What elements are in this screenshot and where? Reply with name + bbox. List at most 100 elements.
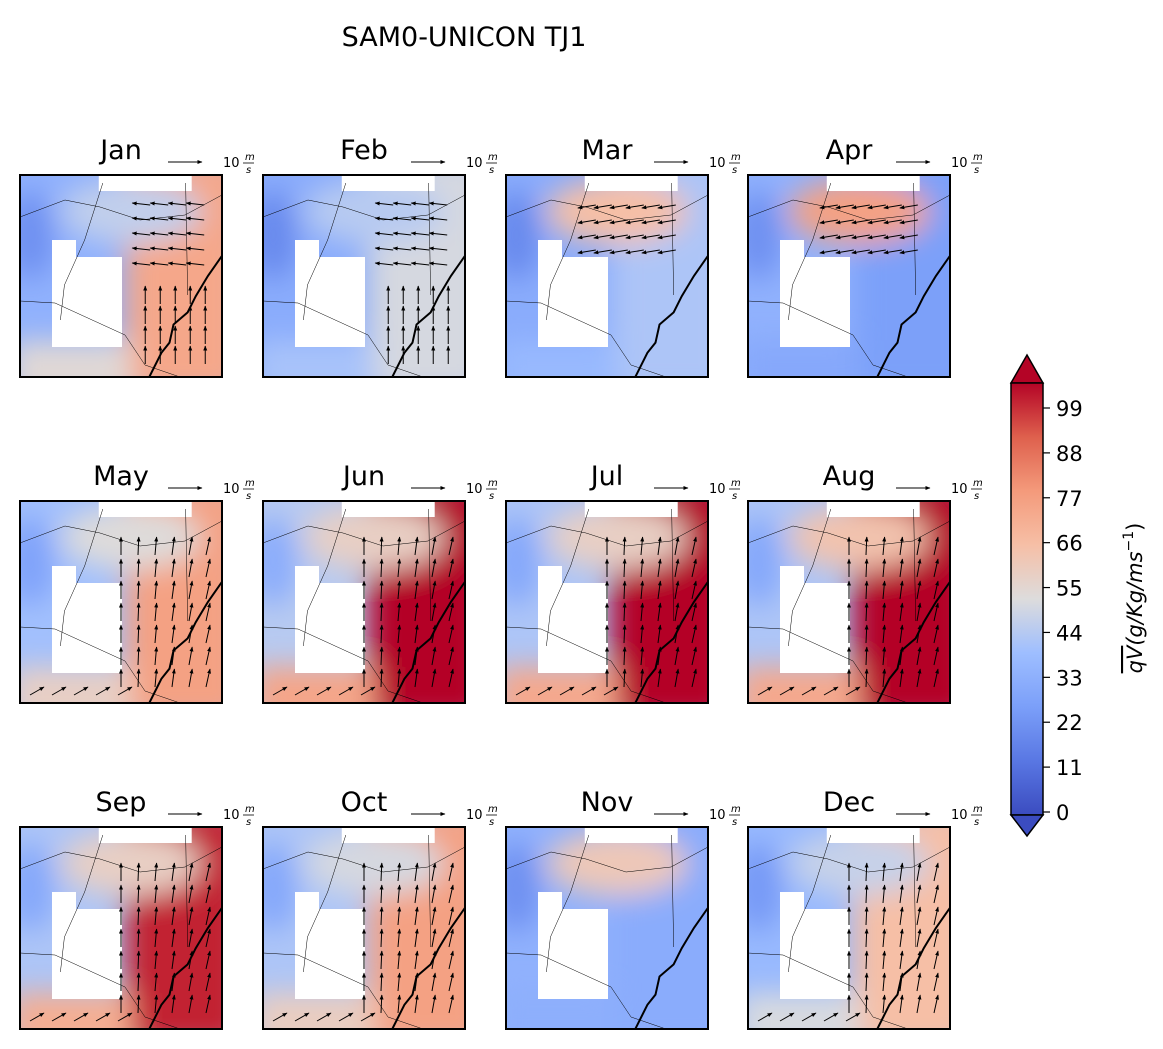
- field-west-cool: [748, 517, 783, 607]
- wind-arrow: [188, 906, 194, 926]
- reference-vector-label: 10: [223, 808, 240, 823]
- wind-arrow: [136, 862, 141, 882]
- wind-arrow: [414, 646, 419, 666]
- wind-arrow: [188, 646, 194, 666]
- wind-arrow: [185, 261, 205, 266]
- wind-arrow: [374, 231, 394, 236]
- wind-arrow: [431, 536, 437, 556]
- wind-arrow: [882, 580, 887, 600]
- field-west-cool: [20, 843, 55, 933]
- wind-arrow: [916, 602, 922, 622]
- colorbar-label: qV(g/Kg/ms−1): [1121, 523, 1147, 674]
- wind-arrow: [640, 668, 645, 688]
- wind-arrow: [131, 261, 151, 266]
- panel-frame: [19, 174, 223, 378]
- field-south-band: [263, 666, 375, 703]
- field-west-cool: [20, 191, 55, 281]
- panel-frame: [747, 500, 951, 704]
- reference-vector-label: 10: [466, 156, 483, 171]
- wind-arrow: [272, 1012, 288, 1022]
- wind-arrow: [188, 972, 194, 992]
- wind-arrow: [205, 994, 211, 1014]
- wind-arrow: [392, 261, 412, 266]
- wind-arrow: [185, 231, 205, 236]
- wind-arrow: [691, 536, 697, 556]
- mask-plateau: [538, 240, 608, 347]
- reference-vector-unit-den: s: [489, 817, 494, 828]
- wind-arrow: [657, 249, 676, 255]
- wind-arrow: [410, 201, 430, 206]
- wind-arrow: [171, 928, 176, 948]
- mask-top: [826, 827, 920, 843]
- wind-arrow: [933, 602, 939, 622]
- wind-arrow: [431, 950, 437, 970]
- mask-plateau: [780, 240, 850, 347]
- wind-vectors: [757, 862, 939, 1022]
- wind-arrow: [205, 972, 211, 992]
- panel-title: Nov: [581, 787, 634, 818]
- wind-arrow: [136, 536, 141, 556]
- wind-arrow: [410, 261, 430, 266]
- wind-arrow: [899, 234, 918, 240]
- wind-arrow: [448, 602, 454, 622]
- wind-arrow: [899, 994, 904, 1014]
- field-north-band: [60, 831, 202, 896]
- wind-arrow: [883, 234, 902, 240]
- wind-arrow: [171, 602, 176, 622]
- mask-plateau: [52, 240, 122, 347]
- wind-arrow: [73, 1012, 89, 1022]
- wind-arrow: [379, 972, 384, 992]
- wind-arrow: [414, 602, 419, 622]
- wind-arrow: [410, 216, 430, 221]
- mask-top: [584, 175, 678, 191]
- wind-arrow: [779, 1012, 795, 1022]
- wind-arrow: [864, 994, 869, 1014]
- wind-arrow: [171, 994, 176, 1014]
- wind-arrow: [916, 884, 922, 904]
- wind-arrow: [397, 624, 402, 644]
- reference-vector-unit-num: m: [731, 804, 741, 815]
- field-south-band: [748, 666, 860, 703]
- mask-plateau: [52, 566, 122, 673]
- panel-frame: [747, 826, 951, 1030]
- wind-arrow: [379, 884, 384, 904]
- wind-arrow: [537, 686, 553, 696]
- wind-arrow: [625, 234, 644, 240]
- coastline: [876, 907, 950, 1029]
- wind-arrow: [899, 928, 904, 948]
- field-west-cool: [263, 843, 298, 933]
- wind-arrow: [131, 246, 151, 251]
- reference-vector-unit-den: s: [732, 817, 737, 828]
- wind-arrow: [431, 580, 437, 600]
- wind-arrow: [835, 204, 854, 210]
- wind-arrow: [316, 686, 332, 696]
- wind-arrow: [428, 231, 448, 236]
- wind-arrow: [379, 862, 384, 882]
- wind-arrow: [657, 602, 662, 622]
- mask-plateau: [538, 892, 608, 999]
- coastline: [148, 581, 222, 703]
- panel-frame: [262, 826, 466, 1030]
- wind-arrow: [657, 668, 662, 688]
- wind-arrow: [641, 204, 660, 210]
- wind-arrow: [397, 668, 402, 688]
- panel-oct: Oct 10 ms: [262, 787, 498, 1030]
- wind-arrow: [414, 536, 419, 556]
- wind-arrow: [674, 602, 680, 622]
- wind-arrow: [379, 646, 384, 666]
- wind-arrow: [188, 862, 194, 882]
- mask-plateau: [780, 566, 850, 673]
- reference-vector-unit-num: m: [245, 804, 255, 815]
- wind-arrow: [916, 906, 922, 926]
- mask-plateau: [295, 240, 365, 347]
- panel-title: Feb: [340, 135, 388, 166]
- wind-arrow: [397, 862, 402, 882]
- wind-arrow: [397, 906, 402, 926]
- wind-arrow: [933, 862, 939, 882]
- wind-arrow: [640, 646, 645, 666]
- wind-arrow: [916, 558, 922, 578]
- field-north-band: [788, 831, 930, 896]
- field-north-band: [546, 179, 688, 244]
- wind-arrow: [899, 558, 904, 578]
